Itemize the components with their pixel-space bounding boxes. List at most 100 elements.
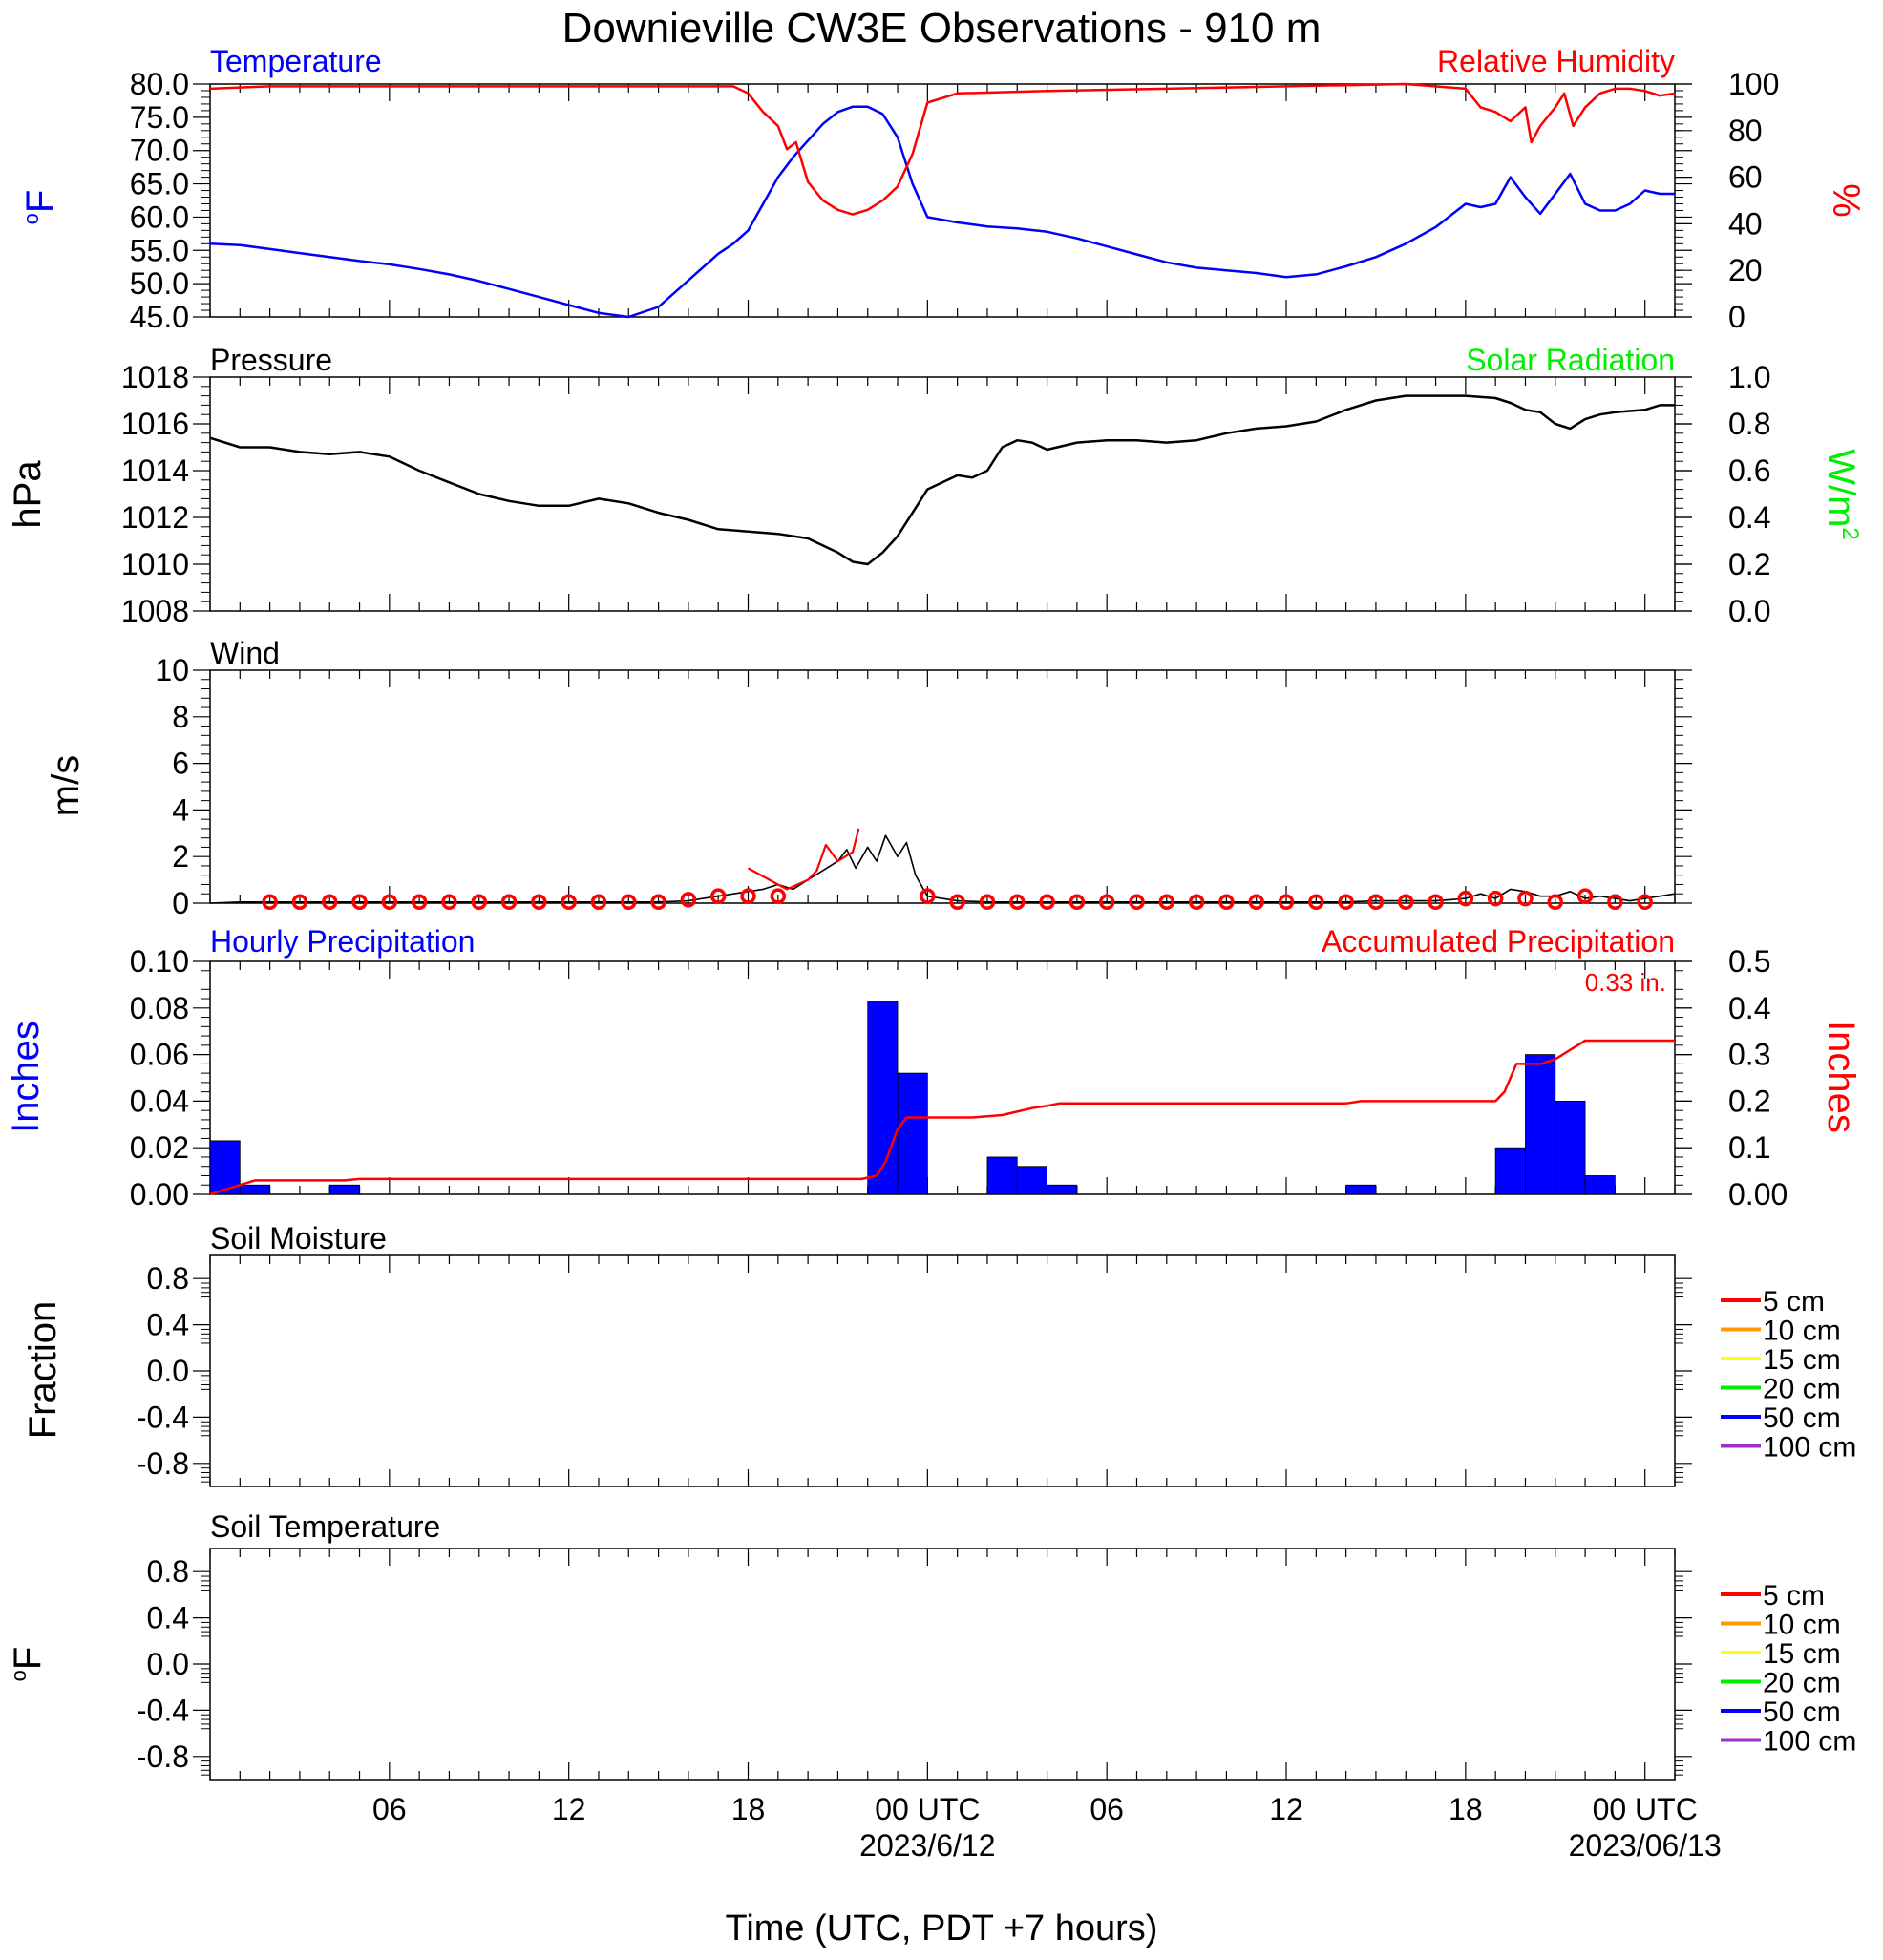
wind-mean-marker	[1547, 894, 1564, 911]
wind-mean-marker	[1308, 894, 1324, 911]
x-tick-label: 18	[731, 1792, 766, 1826]
wind-mean-marker	[321, 894, 338, 911]
figure-title: Downieville CW3E Observations - 910 m	[562, 5, 1322, 52]
wind-mean-marker	[770, 888, 787, 904]
y-tick-label: 0.8	[147, 1261, 189, 1296]
wind-mean-marker	[441, 894, 457, 911]
legend-label: 100 cm	[1763, 1432, 1856, 1464]
wind-mean-marker	[1487, 890, 1504, 907]
solar-title: Solar Radiation	[1466, 343, 1675, 377]
y-tick-label: -0.4	[137, 1693, 189, 1727]
wind-mean-marker	[1158, 894, 1175, 911]
precip-bar	[328, 1184, 360, 1195]
wind-mean-marker	[561, 894, 577, 911]
wind-mean-marker	[1397, 894, 1414, 911]
wind-mean-marker	[949, 894, 965, 911]
y-tick-label: -0.4	[137, 1400, 189, 1434]
legend-label: 100 cm	[1763, 1726, 1856, 1758]
right-y-tick-label: 20	[1728, 253, 1763, 287]
legend-label: 20 cm	[1763, 1374, 1841, 1405]
panel-frame	[209, 376, 1676, 612]
humidity-line	[209, 82, 1676, 216]
y-tick-label: 0.00	[130, 1177, 189, 1212]
wind-mean-marker	[262, 894, 278, 911]
wind-mean-marker	[1517, 890, 1534, 907]
precipitation-panel: Hourly Precipitation Accumulated Precipi…	[5, 924, 1862, 1133]
right-y-tick-label: 80	[1728, 114, 1763, 148]
precip-bar	[897, 1072, 928, 1195]
wind-mean-marker	[1098, 894, 1115, 911]
precip-bar	[986, 1156, 1018, 1195]
y-tick-label: 1018	[121, 360, 189, 394]
y-tick-label: 1010	[121, 547, 189, 581]
y-tick-label: 8	[172, 700, 189, 734]
right-y-tick-label: 100	[1728, 67, 1779, 101]
y-tick-label: 1014	[121, 453, 189, 488]
wind-mean-marker	[1129, 894, 1145, 911]
x-tick-label: 00 UTC	[875, 1792, 980, 1826]
y-tick-label: 6	[172, 747, 189, 781]
precip-bar	[1016, 1166, 1047, 1195]
wind-mean-marker	[531, 894, 547, 911]
wind-mean-marker	[709, 888, 727, 904]
wind-line	[209, 834, 1676, 904]
soil-temperature-axis-label: oF	[7, 1647, 49, 1682]
accum-precip-line	[209, 1039, 1675, 1196]
wind-mean-marker	[1009, 894, 1026, 911]
pressure-title: Pressure	[210, 343, 332, 377]
right-y-tick-label: 0.2	[1728, 547, 1770, 581]
precip-bar	[1584, 1175, 1616, 1195]
chart-marks-layer: 80.075.070.065.060.055.050.045.010080604…	[121, 67, 1857, 1863]
wind-mean-marker	[1607, 894, 1623, 911]
y-tick-label: 50.0	[130, 266, 189, 301]
wind-mean-marker	[1039, 894, 1055, 911]
x-tick-label: 12	[552, 1792, 586, 1826]
y-tick-label: 4	[172, 792, 189, 827]
x-tick-label: 18	[1449, 1792, 1483, 1826]
y-tick-label: 75.0	[130, 100, 189, 135]
y-tick-label: 45.0	[130, 300, 189, 334]
temperature-line	[209, 105, 1675, 319]
x-date-label: 2023/6/12	[859, 1828, 995, 1863]
precip-bar	[1345, 1184, 1377, 1195]
soil-temperature-title: Soil Temperature	[210, 1509, 440, 1544]
legend-label: 15 cm	[1763, 1638, 1841, 1670]
wind-mean-marker	[411, 894, 428, 911]
y-tick-label: 1012	[121, 500, 189, 535]
wind-mean-marker	[621, 894, 637, 911]
right-y-tick-label: 1.0	[1728, 360, 1770, 394]
panel-frame	[209, 83, 1676, 318]
right-y-tick-label: 0.2	[1728, 1084, 1770, 1118]
wind-mean-marker	[1367, 894, 1385, 911]
y-tick-label: 0.0	[147, 1647, 189, 1681]
wind-mean-marker	[1576, 888, 1594, 904]
y-tick-label: 0.8	[147, 1554, 189, 1589]
time-axis: Time (UTC, PDT +7 hours)	[726, 1908, 1158, 1949]
right-y-tick-label: 0.4	[1728, 500, 1770, 535]
y-tick-label: 60.0	[130, 200, 189, 234]
pressure-line	[209, 394, 1675, 566]
right-y-tick-label: 0.4	[1728, 991, 1770, 1025]
wind-mean-marker	[1338, 894, 1354, 911]
legend-label: 50 cm	[1763, 1402, 1841, 1434]
right-y-tick-label: 0.6	[1728, 453, 1770, 488]
wind-mean-marker	[1068, 894, 1086, 911]
y-tick-label: 1016	[121, 407, 189, 441]
wind-mean-marker	[291, 894, 308, 911]
wind-panel: Wind m/s	[45, 636, 280, 816]
time-axis-label: Time (UTC, PDT +7 hours)	[726, 1908, 1158, 1949]
panel-frame	[209, 669, 1676, 904]
temperature-humidity-panel: Temperature Relative Humidity oF %	[19, 44, 1867, 224]
legend-label: 10 cm	[1763, 1316, 1841, 1347]
wind-mean-marker	[1278, 894, 1295, 911]
right-y-tick-label: 0.00	[1728, 1177, 1788, 1212]
y-tick-label: 10	[155, 653, 189, 687]
temperature-title: Temperature	[210, 44, 382, 78]
y-tick-label: 70.0	[130, 134, 189, 168]
y-tick-label: 0.06	[130, 1038, 189, 1072]
precip-bar	[1525, 1054, 1556, 1195]
hourly-precip-axis-label: Inches	[5, 1021, 47, 1133]
wind-mean-line	[747, 828, 860, 891]
legend-label: 20 cm	[1763, 1668, 1841, 1699]
